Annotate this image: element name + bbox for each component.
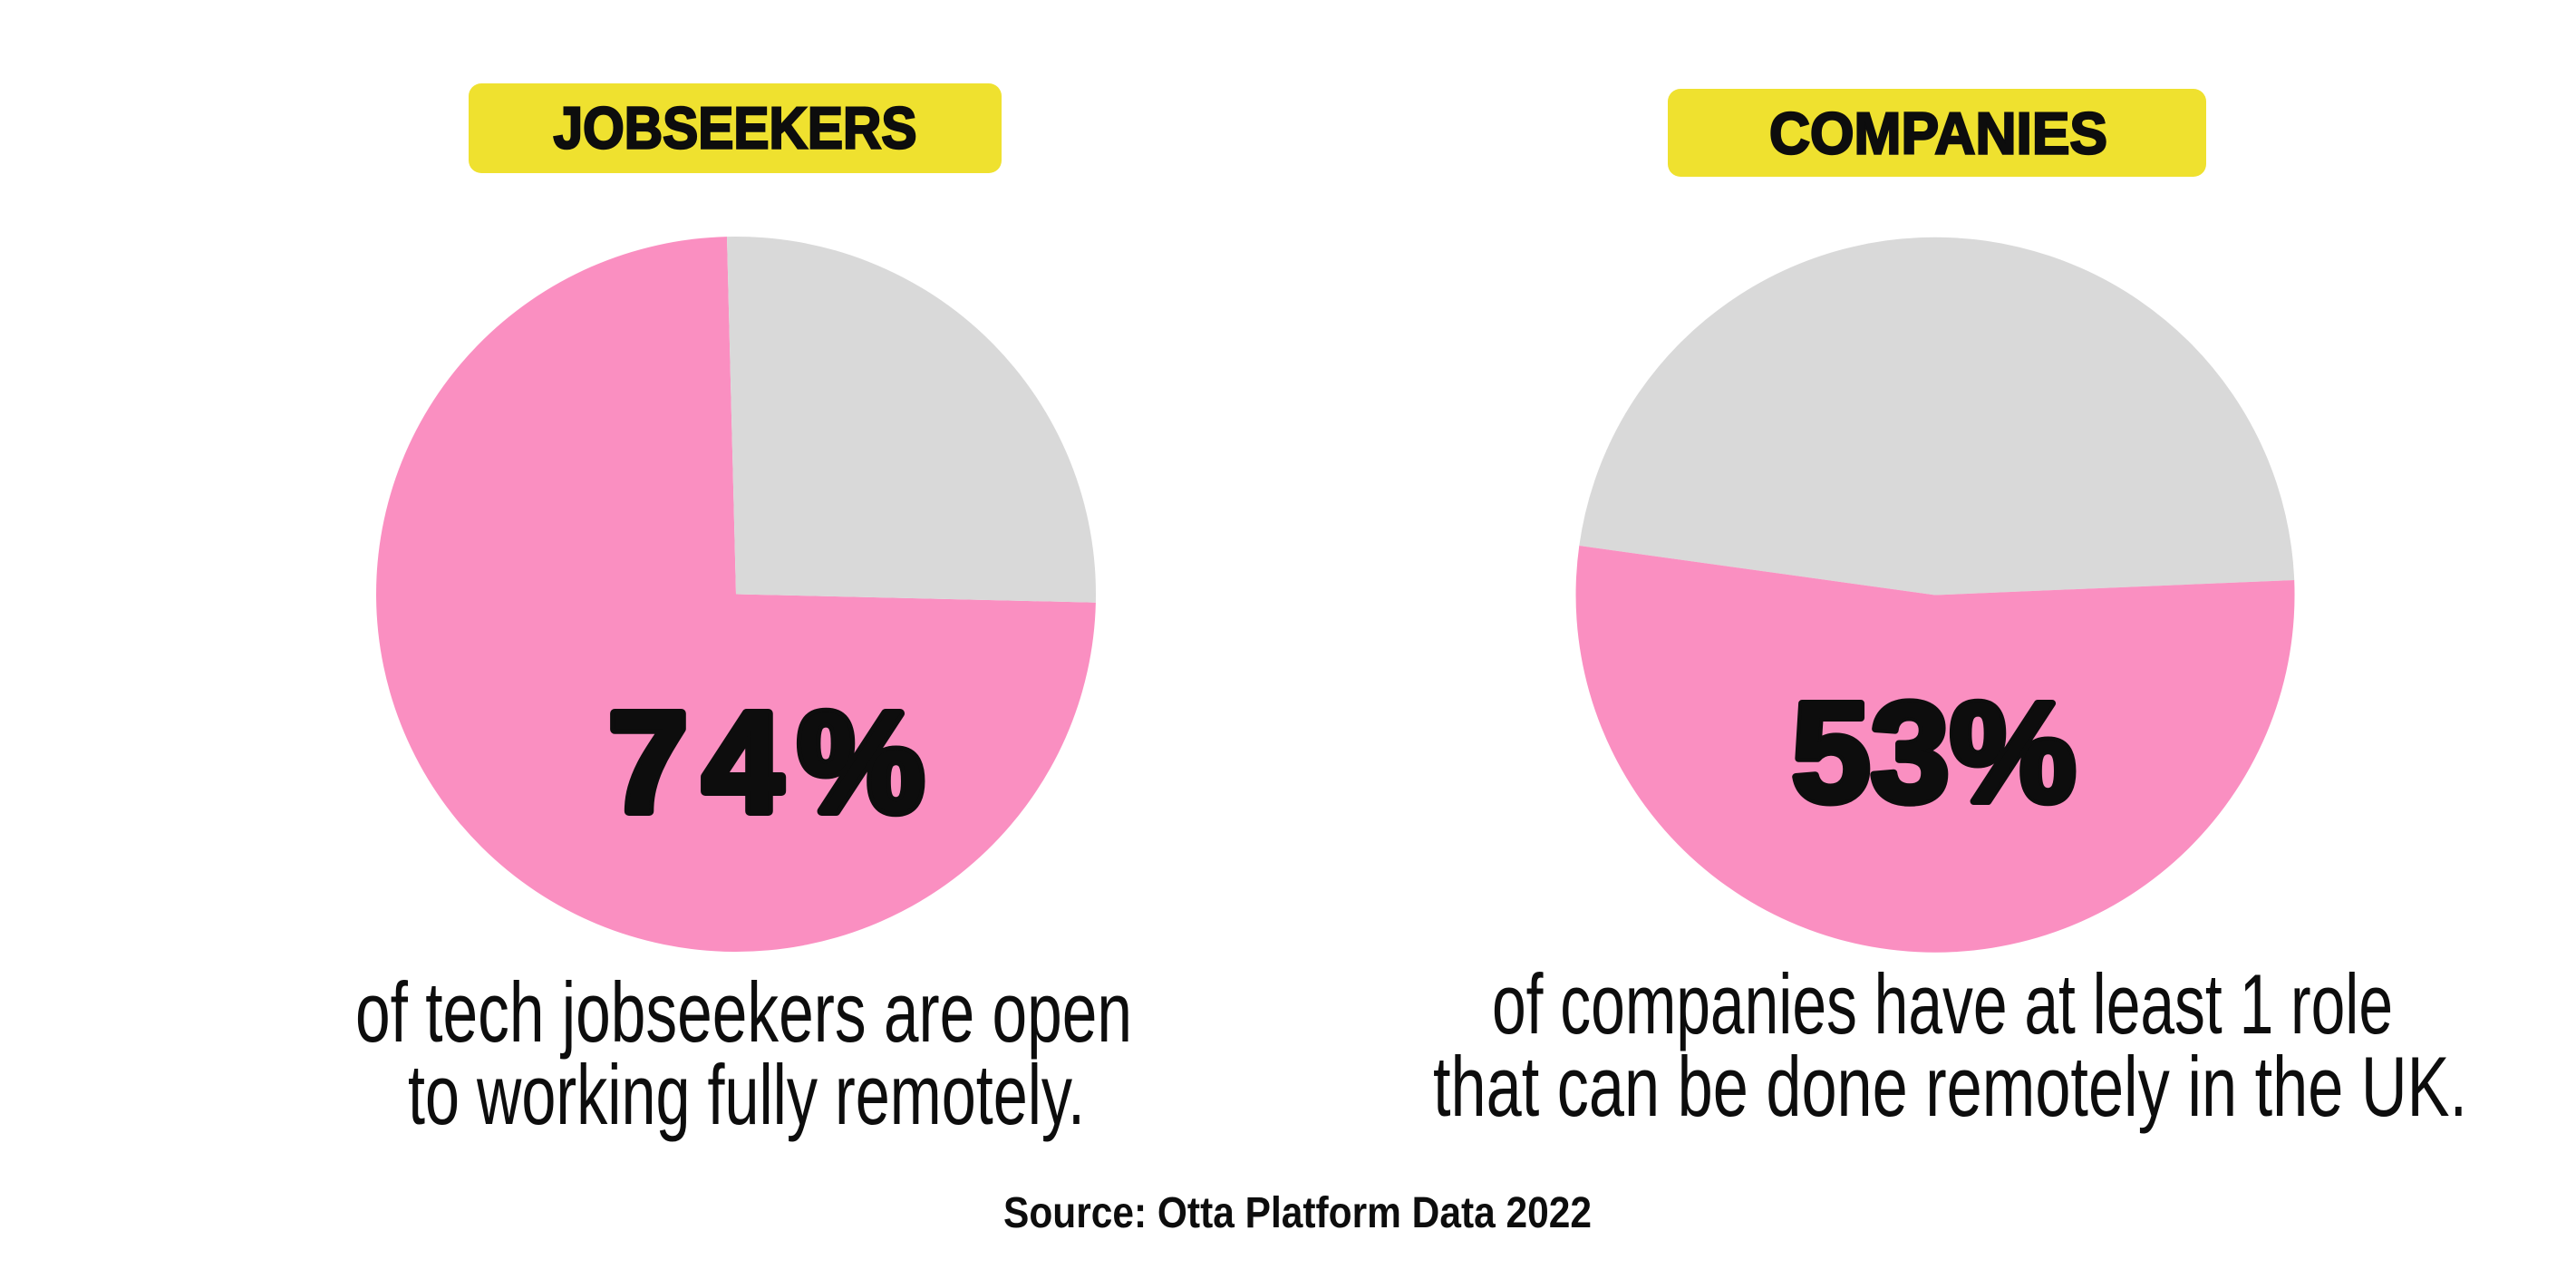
svg-text:JOBSEEKERS: JOBSEEKERS — [554, 95, 917, 161]
svg-text:53%: 53% — [1791, 673, 2076, 832]
svg-text:to working fully remotely.: to working fully remotely. — [408, 1047, 1085, 1142]
svg-text:Source: Otta Platform Data 202: Source: Otta Platform Data 2022 — [1003, 1189, 1592, 1237]
svg-text:COMPANIES: COMPANIES — [1769, 101, 2107, 167]
svg-text:of companies have at least 1 r: of companies have at least 1 role — [1492, 956, 2393, 1051]
svg-text:that can be done remotely in t: that can be done remotely in the UK. — [1433, 1039, 2467, 1134]
svg-text:of tech jobseekers are open: of tech jobseekers are open — [355, 964, 1132, 1060]
svg-text:74%: 74% — [608, 683, 939, 842]
